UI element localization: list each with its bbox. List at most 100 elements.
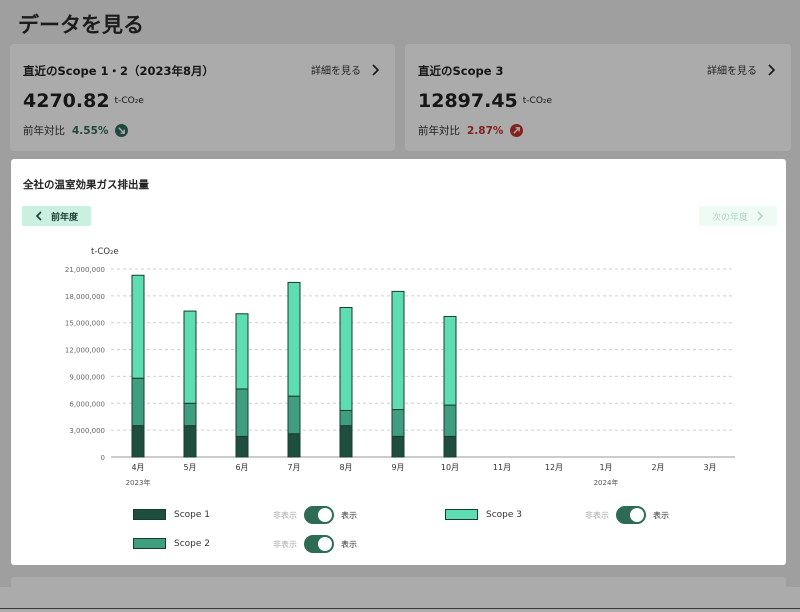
bar-segment bbox=[183, 425, 197, 458]
bar-segment bbox=[235, 435, 249, 458]
x-tick-label: 8月 bbox=[339, 463, 352, 472]
legend-label-scope3: Scope 3 bbox=[486, 509, 523, 520]
y-tick-label: 0 bbox=[101, 454, 105, 462]
bar-segment bbox=[131, 274, 145, 379]
scope3-yoy-pct: 2.87% bbox=[467, 124, 504, 137]
chevron-left-icon bbox=[35, 211, 42, 221]
scope12-details-link[interactable]: 詳細を見る bbox=[311, 62, 379, 77]
toggle-hide-label: 非表示 bbox=[273, 510, 297, 520]
scope3-details-label: 詳細を見る bbox=[707, 66, 757, 77]
scope3-card: 直近のScope 3 詳細を見る 12897.45 t-CO₂e 前年対比 2.8… bbox=[405, 44, 791, 151]
x-tick-label: 11月 bbox=[493, 463, 511, 472]
scope12-yoy-pct: 4.55% bbox=[72, 124, 109, 137]
bar-segment bbox=[131, 377, 145, 427]
x-tick-label: 7月 bbox=[287, 463, 300, 472]
x-tick-label: 2月 bbox=[651, 463, 664, 472]
scope12-unit: t-CO₂e bbox=[114, 96, 144, 106]
emissions-chart: t-CO₂e 0 3,000,000 6,000,000 9,000,000 12,000… bbox=[65, 247, 735, 487]
bar-segment bbox=[443, 315, 457, 406]
legend-swatch-scope3 bbox=[445, 509, 478, 520]
scope12-value: 4270.82 bbox=[23, 90, 110, 112]
bar-segment bbox=[287, 433, 301, 458]
scope3-value: 12897.45 bbox=[418, 90, 518, 112]
toggle-show-label: 表示 bbox=[341, 510, 357, 520]
legend-label-scope1: Scope 1 bbox=[174, 509, 211, 520]
legend-scope3: Scope 3 bbox=[445, 509, 522, 520]
bar-segment bbox=[183, 310, 197, 404]
next-year-button[interactable]: 次の年度 bbox=[699, 206, 777, 226]
bar-segment bbox=[339, 409, 353, 427]
legend-swatch-scope1 bbox=[133, 509, 166, 520]
previous-year-label: 前年度 bbox=[50, 212, 78, 223]
legend-scope1: Scope 1 bbox=[133, 509, 210, 520]
bar-segment bbox=[287, 281, 301, 397]
scope3-yoy: 前年対比 2.87% bbox=[418, 123, 524, 138]
scope3-details-link[interactable]: 詳細を見る bbox=[707, 62, 775, 77]
toggle-hide-label: 非表示 bbox=[273, 539, 297, 549]
chevron-right-icon bbox=[768, 63, 775, 76]
previous-year-button[interactable]: 前年度 bbox=[22, 206, 91, 226]
y-tick-label: 3,000,000 bbox=[69, 427, 105, 435]
page-title: データを見る bbox=[18, 13, 144, 37]
y-tick-label: 15,000,000 bbox=[65, 320, 105, 328]
bar-segment bbox=[391, 409, 405, 437]
bar-segment bbox=[443, 404, 457, 437]
bar-segment bbox=[131, 425, 145, 458]
bar-segment bbox=[391, 435, 405, 458]
scope12-yoy: 前年対比 4.55% bbox=[23, 123, 129, 138]
year-label: 2024年 bbox=[594, 478, 619, 487]
y-tick-label: 6,000,000 bbox=[69, 400, 105, 408]
bar-segment bbox=[235, 388, 249, 437]
toggle-show-label: 表示 bbox=[341, 539, 357, 549]
footer-divider bbox=[0, 608, 800, 609]
next-card-edge bbox=[11, 577, 786, 589]
x-tick-label: 12月 bbox=[545, 463, 563, 472]
bar-segment bbox=[391, 290, 405, 411]
bar-segment bbox=[339, 425, 353, 458]
bar-segment bbox=[287, 395, 301, 435]
bar-segment bbox=[339, 306, 353, 411]
scope2-visibility-toggle-group: 非表示 表示 bbox=[273, 535, 357, 553]
x-tick-label: 9月 bbox=[391, 463, 404, 472]
scope12-card: 直近のScope 1・2（2023年8月） 詳細を見る 4270.82 t-CO₂… bbox=[10, 44, 395, 151]
scope1-visibility-toggle[interactable] bbox=[304, 506, 334, 524]
toggle-knob bbox=[630, 508, 644, 522]
y-tick-label: 21,000,000 bbox=[65, 266, 105, 274]
x-tick-label: 4月 bbox=[131, 463, 144, 472]
year-label: 2023年 bbox=[126, 478, 151, 487]
trend-down-icon bbox=[115, 124, 129, 137]
scope3-unit: t-CO₂e bbox=[522, 96, 553, 106]
toggle-hide-label: 非表示 bbox=[585, 510, 609, 520]
scope3-visibility-toggle-group: 非表示 表示 bbox=[585, 506, 669, 524]
next-year-label: 次の年度 bbox=[711, 212, 748, 223]
chevron-right-icon bbox=[372, 63, 379, 76]
scope3-visibility-toggle[interactable] bbox=[616, 506, 646, 524]
scope3-yoy-label: 前年対比 bbox=[418, 125, 460, 137]
modal-title: 全社の温室効果ガス排出量 bbox=[23, 179, 149, 191]
chevron-right-icon bbox=[757, 211, 764, 221]
y-tick-label: 9,000,000 bbox=[69, 373, 105, 381]
bar-segment bbox=[443, 435, 457, 458]
legend-label-scope2: Scope 2 bbox=[174, 538, 211, 549]
bar-segment bbox=[183, 402, 197, 427]
scope12-value-row: 4270.82 t-CO₂e bbox=[23, 90, 144, 112]
legend-scope2: Scope 2 bbox=[133, 538, 210, 549]
y-tick-label: 12,000,000 bbox=[65, 347, 105, 355]
scope3-card-title: 直近のScope 3 bbox=[418, 64, 504, 78]
bar-segment bbox=[235, 313, 249, 390]
x-tick-label: 6月 bbox=[235, 463, 248, 472]
toggle-knob bbox=[318, 508, 332, 522]
scope2-visibility-toggle[interactable] bbox=[304, 535, 334, 553]
toggle-show-label: 表示 bbox=[653, 510, 669, 520]
x-tick-label: 3月 bbox=[703, 463, 716, 472]
trend-up-icon bbox=[510, 124, 524, 137]
emissions-modal: 全社の温室効果ガス排出量 前年度 次の年度 t-CO₂e 0 3,000,000 6,… bbox=[11, 159, 786, 565]
scope12-yoy-label: 前年対比 bbox=[23, 125, 65, 137]
x-tick-label: 1月 bbox=[599, 463, 612, 472]
scope12-details-label: 詳細を見る bbox=[311, 66, 361, 77]
scope12-card-title: 直近のScope 1・2（2023年8月） bbox=[23, 64, 215, 78]
y-tick-label: 18,000,000 bbox=[65, 293, 105, 301]
legend-swatch-scope2 bbox=[133, 538, 166, 549]
scope1-visibility-toggle-group: 非表示 表示 bbox=[273, 506, 357, 524]
footer-area bbox=[0, 587, 800, 612]
